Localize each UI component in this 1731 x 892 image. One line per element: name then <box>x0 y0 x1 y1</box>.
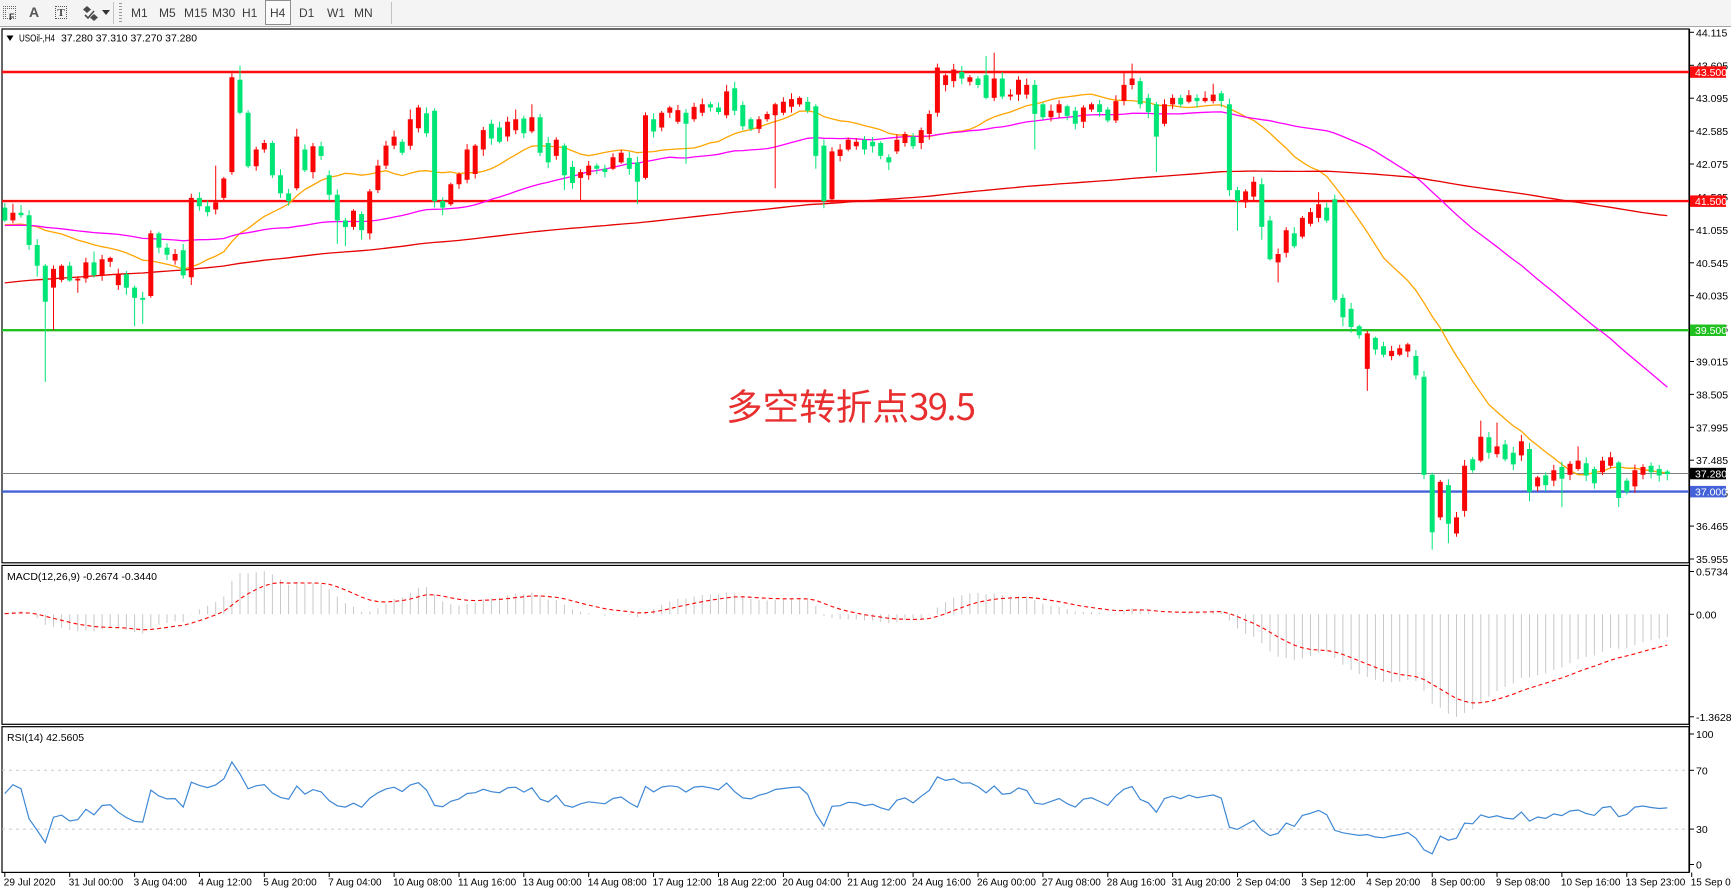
svg-text:2 Sep 04:00: 2 Sep 04:00 <box>1237 878 1291 889</box>
svg-text:28 Aug 16:00: 28 Aug 16:00 <box>1107 878 1166 889</box>
svg-text:100: 100 <box>1696 729 1714 741</box>
svg-text:10 Aug 08:00: 10 Aug 08:00 <box>393 878 452 889</box>
svg-text:USOil-,H4: USOil-,H4 <box>19 33 55 45</box>
svg-text:18 Aug 22:00: 18 Aug 22:00 <box>718 878 777 889</box>
svg-text:-1.3628: -1.3628 <box>1696 712 1731 724</box>
svg-text:MACD(12,26,9) -0.2674 -0.3440: MACD(12,26,9) -0.2674 -0.3440 <box>7 571 157 583</box>
svg-text:24 Aug 16:00: 24 Aug 16:00 <box>912 878 971 889</box>
svg-text:0.00: 0.00 <box>1696 609 1717 621</box>
svg-text:40.035: 40.035 <box>1696 291 1728 303</box>
svg-text:4 Aug 12:00: 4 Aug 12:00 <box>198 878 252 889</box>
svg-text:37.485: 37.485 <box>1696 455 1728 467</box>
svg-text:0.5734: 0.5734 <box>1696 567 1728 579</box>
svg-text:11 Aug 16:00: 11 Aug 16:00 <box>458 878 517 889</box>
svg-text:37.280: 37.280 <box>1695 469 1727 481</box>
svg-text:43.500: 43.500 <box>1695 67 1727 79</box>
svg-text:41.500: 41.500 <box>1695 196 1727 208</box>
svg-text:43.095: 43.095 <box>1696 93 1728 105</box>
svg-text:5 Aug 20:00: 5 Aug 20:00 <box>263 878 317 889</box>
svg-text:9 Sep 08:00: 9 Sep 08:00 <box>1496 878 1550 889</box>
svg-text:14 Aug 08:00: 14 Aug 08:00 <box>588 878 647 889</box>
svg-text:3 Sep 12:00: 3 Sep 12:00 <box>1301 878 1355 889</box>
svg-text:13 Sep 23:00: 13 Sep 23:00 <box>1626 878 1686 889</box>
svg-text:20 Aug 04:00: 20 Aug 04:00 <box>782 878 841 889</box>
svg-text:21 Aug 12:00: 21 Aug 12:00 <box>847 878 906 889</box>
svg-text:40.545: 40.545 <box>1696 258 1728 270</box>
svg-text:38.505: 38.505 <box>1696 389 1728 401</box>
svg-text:70: 70 <box>1696 765 1708 777</box>
svg-text:10 Sep 16:00: 10 Sep 16:00 <box>1561 878 1621 889</box>
svg-text:39.015: 39.015 <box>1696 357 1728 369</box>
svg-text:44.115: 44.115 <box>1696 27 1727 39</box>
svg-text:37.000: 37.000 <box>1695 487 1727 499</box>
svg-text:15 Sep 00:00: 15 Sep 00:00 <box>1691 878 1731 889</box>
svg-text:30: 30 <box>1696 824 1708 836</box>
svg-text:41.055: 41.055 <box>1696 225 1728 237</box>
svg-text:26 Aug 00:00: 26 Aug 00:00 <box>977 878 1036 889</box>
svg-text:27 Aug 08:00: 27 Aug 08:00 <box>1042 878 1101 889</box>
svg-text:4 Sep 20:00: 4 Sep 20:00 <box>1366 878 1420 889</box>
svg-text:31 Jul 00:00: 31 Jul 00:00 <box>69 878 124 889</box>
svg-text:36.465: 36.465 <box>1696 521 1728 533</box>
svg-text:37.995: 37.995 <box>1696 422 1728 434</box>
svg-text:37.280 37.310 37.270 37.280: 37.280 37.310 37.270 37.280 <box>61 33 197 45</box>
svg-text:29 Jul 2020: 29 Jul 2020 <box>4 878 56 889</box>
svg-text:35.955: 35.955 <box>1696 554 1728 566</box>
svg-text:39.500: 39.500 <box>1695 325 1727 337</box>
svg-text:0: 0 <box>1696 860 1702 872</box>
svg-text:3 Aug 04:00: 3 Aug 04:00 <box>134 878 188 889</box>
svg-text:8 Sep 00:00: 8 Sep 00:00 <box>1431 878 1485 889</box>
svg-text:42.075: 42.075 <box>1696 159 1728 171</box>
svg-text:7 Aug 04:00: 7 Aug 04:00 <box>328 878 382 889</box>
svg-text:13 Aug 00:00: 13 Aug 00:00 <box>523 878 582 889</box>
svg-text:RSI(14) 42.5605: RSI(14) 42.5605 <box>7 732 84 744</box>
svg-text:42.585: 42.585 <box>1696 126 1728 138</box>
svg-text:31 Aug 20:00: 31 Aug 20:00 <box>1172 878 1231 889</box>
svg-text:17 Aug 12:00: 17 Aug 12:00 <box>653 878 712 889</box>
